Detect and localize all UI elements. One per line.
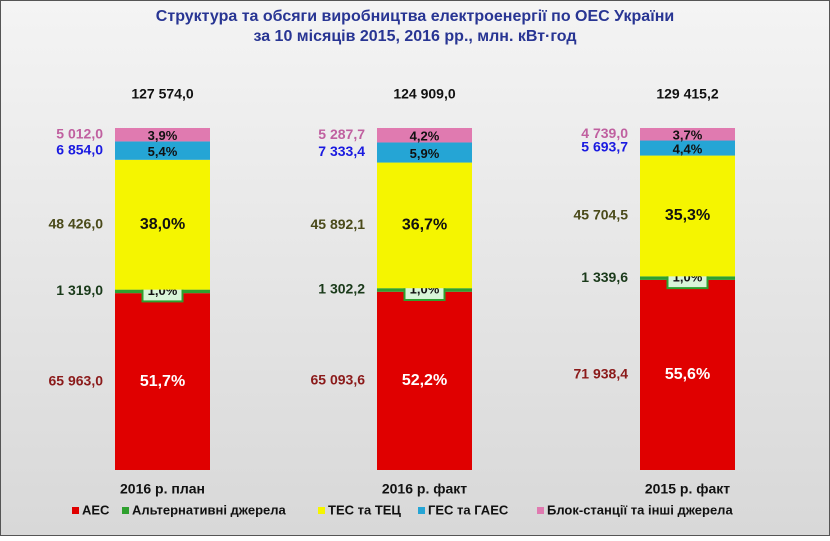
total-label: 127 574,0 <box>131 86 193 102</box>
bar-segment <box>377 291 472 470</box>
legend-marker <box>122 507 129 514</box>
share-label: 35,3% <box>665 207 710 224</box>
legend-label: АЕС <box>82 502 110 517</box>
share-label: 4,4% <box>673 141 703 156</box>
value-label: 48 426,0 <box>49 215 104 231</box>
share-label: 51,7% <box>140 373 185 390</box>
share-label: 38,0% <box>140 216 185 233</box>
share-label: 3,7% <box>673 128 703 143</box>
total-label: 124 909,0 <box>393 86 455 102</box>
legend-marker <box>318 507 325 514</box>
bar-segment <box>115 293 210 470</box>
value-label: 5 693,7 <box>581 139 628 155</box>
bar-segment <box>640 140 735 156</box>
value-label: 65 093,6 <box>311 372 366 388</box>
legend-label: ГЕС та ГАЕС <box>428 502 509 517</box>
value-label: 6 854,0 <box>56 141 103 157</box>
legend-marker <box>72 507 79 514</box>
bar-segment <box>377 128 472 143</box>
bar-segment <box>115 159 210 290</box>
value-label: 1 339,6 <box>581 269 628 285</box>
bar-segment <box>640 155 735 277</box>
share-label: 3,9% <box>148 128 178 143</box>
value-label: 4 739,0 <box>581 125 628 141</box>
value-label: 71 938,4 <box>574 366 629 382</box>
share-label: 5,9% <box>410 146 440 161</box>
value-label: 7 333,4 <box>318 143 365 159</box>
share-label: 52,2% <box>402 372 447 389</box>
value-label: 1 319,0 <box>56 282 103 298</box>
chart-title: Структура та обсяги виробництва електрое… <box>156 8 674 25</box>
bar-segment <box>115 141 210 160</box>
value-label: 65 963,0 <box>49 372 104 388</box>
x-tick-label: 2016 р. план <box>120 481 205 497</box>
value-label: 45 892,1 <box>311 216 366 232</box>
x-tick-label: 2015 р. факт <box>645 481 730 497</box>
value-label: 1 302,2 <box>318 281 365 297</box>
total-label: 129 415,2 <box>656 86 718 102</box>
value-label: 45 704,5 <box>574 207 629 223</box>
bar-segment <box>377 162 472 289</box>
bar-segment <box>377 142 472 163</box>
bar-segment <box>640 128 735 141</box>
share-label: 36,7% <box>402 217 447 234</box>
legend-marker <box>418 507 425 514</box>
share-label: 4,2% <box>410 129 440 144</box>
value-label: 5 012,0 <box>56 125 103 141</box>
legend-label: Блок-станції та інші джерела <box>547 502 733 517</box>
share-label: 5,4% <box>148 144 178 159</box>
chart-subtitle: за 10 місяців 2015, 2016 рр., млн. кВт·г… <box>253 28 576 45</box>
x-tick-label: 2016 р. факт <box>382 481 467 497</box>
bar-segment <box>115 128 210 142</box>
legend-label: ТЕС та ТЕЦ <box>328 502 401 517</box>
value-label: 5 287,7 <box>318 126 365 142</box>
bar-segment <box>640 279 735 470</box>
legend-label: Альтернативні джерела <box>132 502 286 517</box>
legend-marker <box>537 507 544 514</box>
share-label: 55,6% <box>665 366 710 383</box>
